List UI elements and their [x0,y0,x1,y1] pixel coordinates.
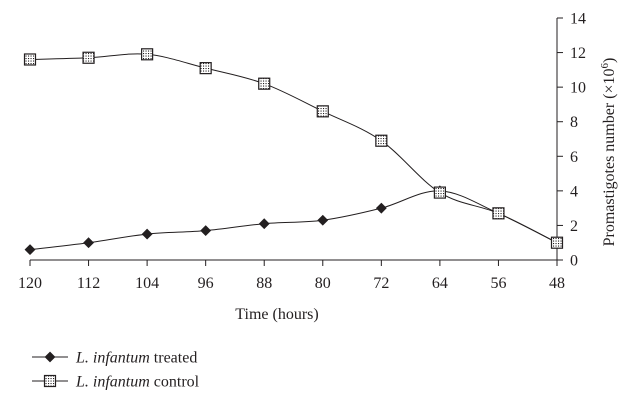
series-layer [23,48,564,256]
y-tick-label: 10 [570,80,586,97]
legend-item: L. infantum control [32,374,200,391]
axes [30,18,558,261]
square-point [258,77,271,90]
y-tick-label: 2 [570,218,578,235]
square-point [316,105,329,118]
diamond-point [317,214,329,226]
y-tick-label: 8 [570,114,578,131]
series-1 [24,185,563,256]
legend-label: L. infantum control [75,374,200,391]
legend-label-condition: control [150,374,200,391]
series-line [29,53,558,244]
x-tick-label: 56 [490,275,506,292]
square-point [550,236,564,249]
diamond-point [83,237,94,249]
y-tick-label: 14 [570,11,586,28]
legend-item: L. infantum treated [32,350,197,367]
x-tick-label: 64 [432,275,448,292]
legend-label: L. infantum treated [75,350,197,367]
square-point [82,51,95,64]
x-tick-label: 112 [77,275,100,292]
x-tick-label: 104 [135,275,159,292]
legend-label-species: L. infantum [75,350,150,367]
series-2 [23,48,564,249]
x-tick-label: 72 [373,275,389,292]
y-axis-title-exponent: 6 [599,62,611,68]
diamond-point [258,218,270,230]
series-line [29,190,558,251]
x-tick-label: 80 [315,275,331,292]
x-tick-label: 120 [18,275,42,292]
y-axis-title-close: ) [601,58,618,63]
x-axis-ticks: 120 112 104 96 88 80 72 64 56 48 [18,260,565,292]
square-point [492,207,505,220]
x-axis-title: Time (hours) [235,306,318,323]
y-tick-label: 6 [570,149,578,166]
legend-marker-icon [44,351,56,363]
y-tick-label: 12 [570,45,586,62]
x-tick-label: 88 [256,275,272,292]
y-tick-label: 0 [570,253,578,270]
y-axis-title: Promastigotes number (×106) [599,58,618,247]
x-tick-label: 48 [549,275,565,292]
y-axis-title-main: Promastigotes number (×10 [601,68,618,246]
square-point [199,62,212,75]
diamond-point [375,202,387,214]
y-axis-ticks: 0 2 4 6 8 10 12 14 [557,11,586,270]
square-point [23,53,37,66]
y-tick-label: 4 [570,183,578,200]
x-tick-label: 96 [198,275,214,292]
square-point [375,134,388,147]
legend-label-species: L. infantum [75,374,150,391]
legend-marker-icon [43,374,57,388]
legend-label-condition: treated [150,350,198,367]
diamond-point [24,244,36,256]
diamond-point [141,228,153,240]
square-point [433,186,446,199]
diamond-point [200,225,212,237]
square-point [141,48,154,61]
